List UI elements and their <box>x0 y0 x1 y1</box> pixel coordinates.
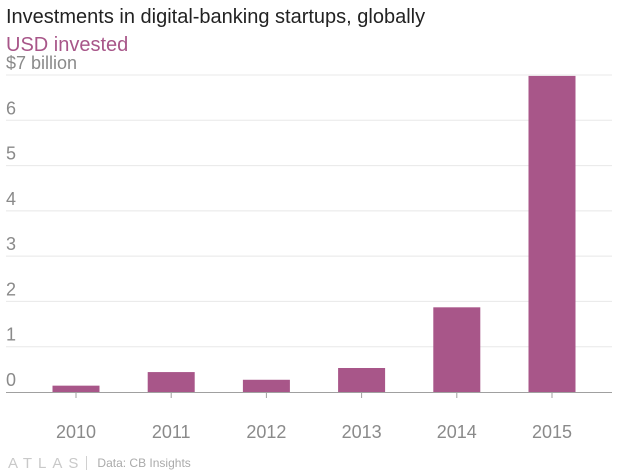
x-tick-label: 2012 <box>246 422 286 442</box>
bar <box>147 372 195 392</box>
x-tick-label: 2010 <box>56 422 96 442</box>
footer: ATLAS Data: CB Insights <box>8 454 191 472</box>
bar <box>242 379 290 392</box>
y-tick-label: 6 <box>6 98 16 118</box>
y-tick-label: 2 <box>6 279 16 299</box>
chart-title: Investments in digital-banking startups,… <box>6 6 426 28</box>
y-tick-label: 0 <box>6 370 16 390</box>
bar <box>338 367 386 392</box>
y-tick-label: 4 <box>6 189 16 209</box>
y-tick-label: $7 billion <box>6 53 77 73</box>
bar <box>52 385 100 392</box>
footer-divider <box>86 456 88 470</box>
x-tick-label: 2015 <box>532 422 572 442</box>
bar <box>433 307 481 392</box>
y-tick-label: 1 <box>6 325 16 345</box>
y-tick-label: 3 <box>6 234 16 254</box>
x-tick-label: 2013 <box>342 422 382 442</box>
atlas-logo: ATLAS <box>8 454 85 472</box>
x-tick-label: 2011 <box>152 422 191 442</box>
chart-subtitle: USD invested <box>6 34 129 56</box>
y-tick-label: 5 <box>6 144 16 164</box>
x-tick-label: 2014 <box>437 422 477 442</box>
source-note: Data: CB Insights <box>97 456 191 470</box>
bar <box>528 75 576 393</box>
